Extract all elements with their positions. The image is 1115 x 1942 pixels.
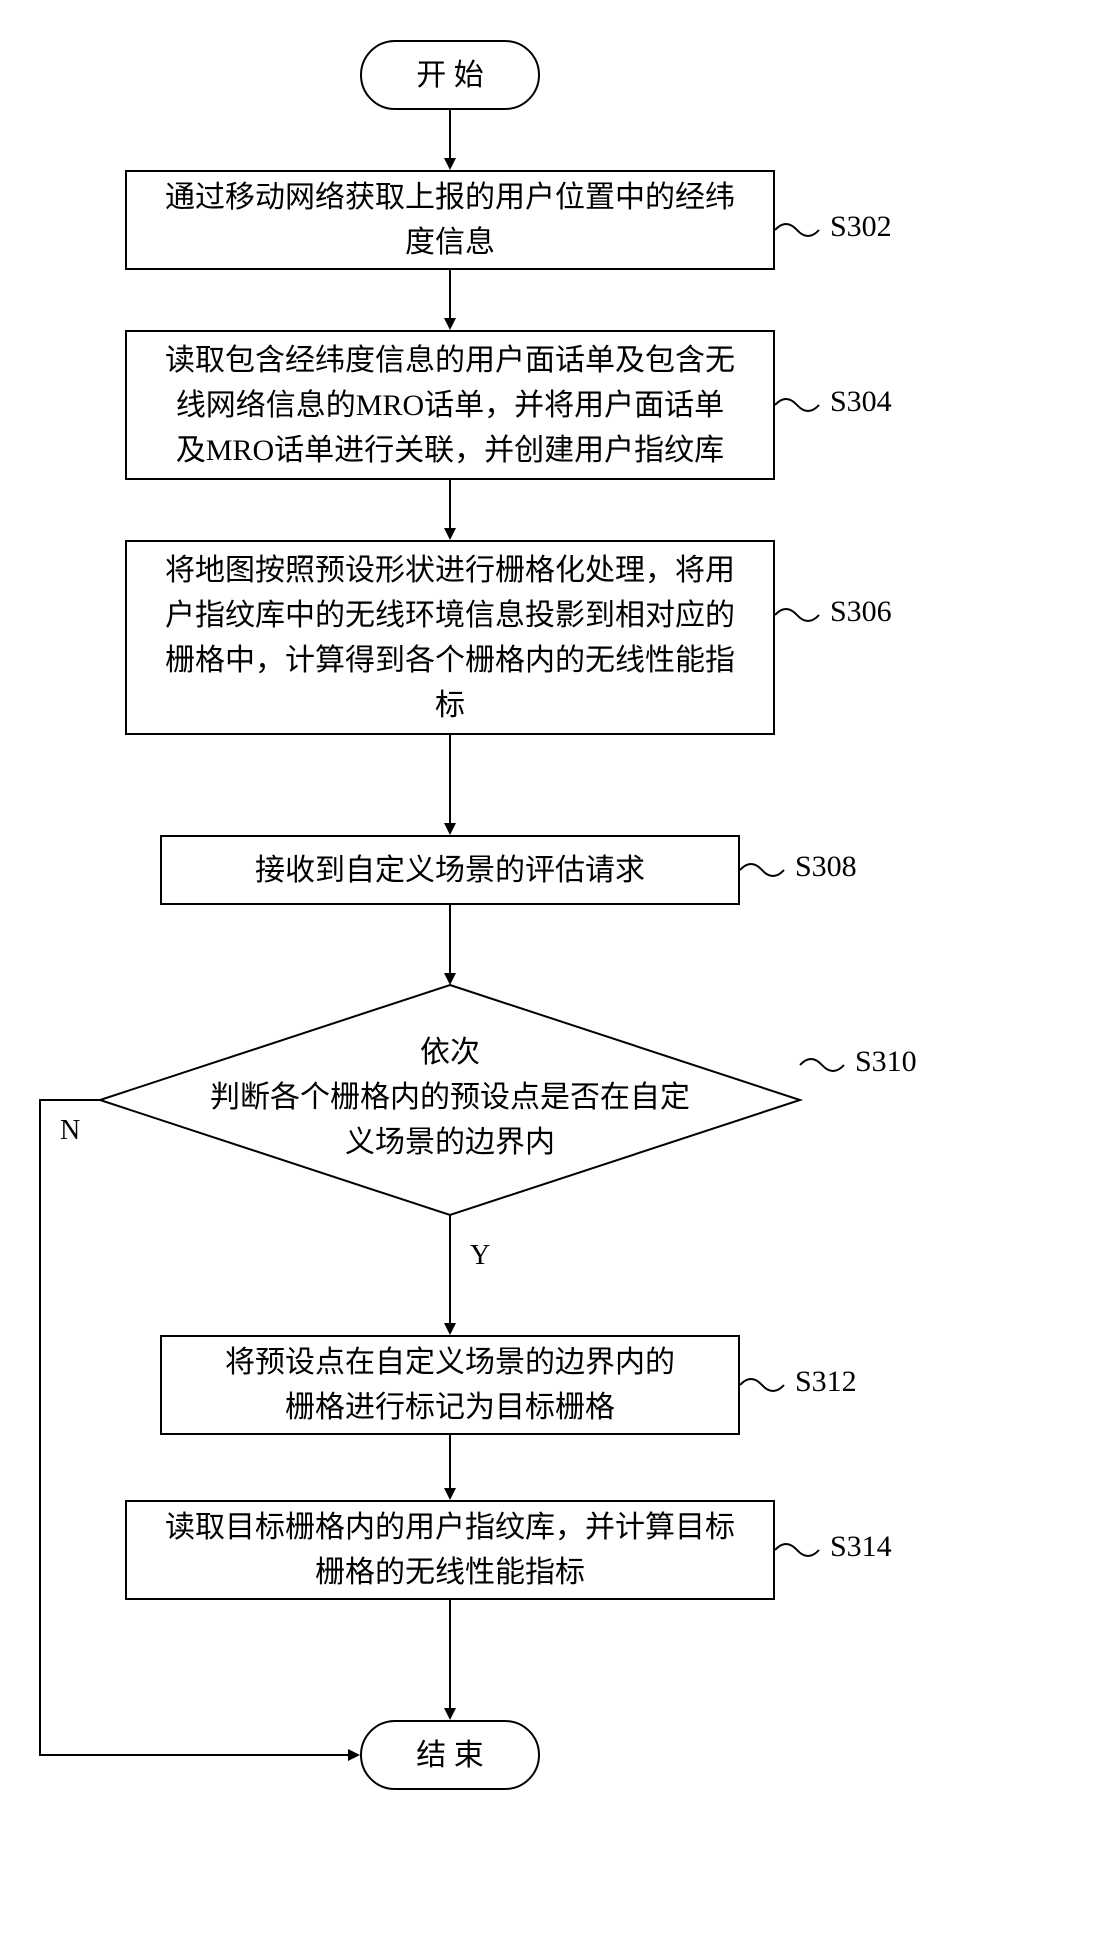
process-s314-text: 读取目标栅格内的用户指纹库，并计算目标 栅格的无线性能指标 bbox=[165, 1505, 735, 1595]
arrow-s306-s308 bbox=[440, 735, 460, 835]
start-label: 开 始 bbox=[416, 53, 484, 98]
arrow-s308-decision bbox=[440, 905, 460, 985]
process-s308: 接收到自定义场景的评估请求 bbox=[160, 835, 740, 905]
arrow-decision-s312 bbox=[440, 1215, 460, 1335]
tilde-s312 bbox=[740, 1375, 785, 1395]
branch-no-path bbox=[40, 1100, 360, 1770]
tilde-s304 bbox=[775, 395, 820, 415]
process-s312-text: 将预设点在自定义场景的边界内的 栅格进行标记为目标栅格 bbox=[225, 1340, 675, 1430]
end-label: 结 束 bbox=[416, 1733, 484, 1778]
process-s302-text: 通过移动网络获取上报的用户位置中的经纬 度信息 bbox=[165, 175, 735, 265]
process-s302: 通过移动网络获取上报的用户位置中的经纬 度信息 bbox=[125, 170, 775, 270]
process-s306: 将地图按照预设形状进行栅格化处理，将用 户指纹库中的无线环境信息投影到相对应的 … bbox=[125, 540, 775, 735]
branch-yes-label: Y bbox=[470, 1240, 490, 1272]
start-terminal: 开 始 bbox=[360, 40, 540, 110]
arrow-s312-s314 bbox=[440, 1435, 460, 1500]
process-s314: 读取目标栅格内的用户指纹库，并计算目标 栅格的无线性能指标 bbox=[125, 1500, 775, 1600]
process-s304: 读取包含经纬度信息的用户面话单及包含无 线网络信息的MRO话单，并将用户面话单 … bbox=[125, 330, 775, 480]
label-s302: S302 bbox=[830, 210, 892, 244]
flowchart-container: 开 始 通过移动网络获取上报的用户位置中的经纬 度信息 S302 读取包含经纬度… bbox=[20, 40, 1095, 1900]
arrow-s314-end bbox=[440, 1600, 460, 1720]
arrow-start-s302 bbox=[440, 110, 460, 170]
end-terminal: 结 束 bbox=[360, 1720, 540, 1790]
tilde-s314 bbox=[775, 1540, 820, 1560]
label-s306: S306 bbox=[830, 595, 892, 629]
tilde-s306 bbox=[775, 605, 820, 625]
process-s312: 将预设点在自定义场景的边界内的 栅格进行标记为目标栅格 bbox=[160, 1335, 740, 1435]
label-s310: S310 bbox=[855, 1045, 917, 1079]
process-s308-text: 接收到自定义场景的评估请求 bbox=[255, 848, 645, 893]
process-s304-text: 读取包含经纬度信息的用户面话单及包含无 线网络信息的MRO话单，并将用户面话单 … bbox=[165, 338, 735, 473]
tilde-s302 bbox=[775, 220, 820, 240]
arrow-s304-s306 bbox=[440, 480, 460, 540]
label-s314: S314 bbox=[830, 1530, 892, 1564]
tilde-s308 bbox=[740, 860, 785, 880]
arrow-s302-s304 bbox=[440, 270, 460, 330]
process-s306-text: 将地图按照预设形状进行栅格化处理，将用 户指纹库中的无线环境信息投影到相对应的 … bbox=[165, 548, 735, 728]
label-s312: S312 bbox=[795, 1365, 857, 1399]
label-s308: S308 bbox=[795, 850, 857, 884]
tilde-s310 bbox=[800, 1055, 845, 1075]
label-s304: S304 bbox=[830, 385, 892, 419]
branch-no-label: N bbox=[60, 1115, 80, 1147]
